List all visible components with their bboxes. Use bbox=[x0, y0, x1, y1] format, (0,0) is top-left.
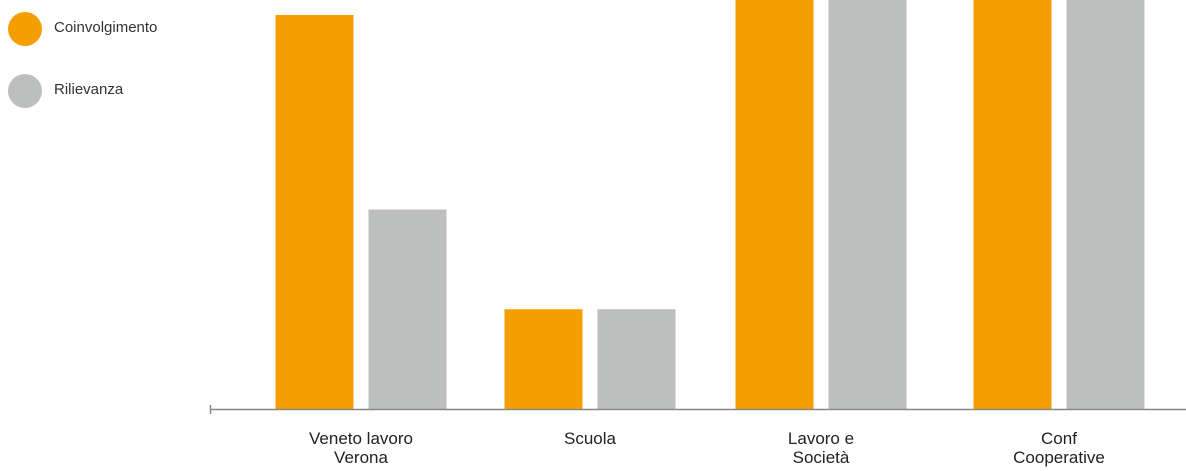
legend-swatch-coinvolgimento bbox=[8, 12, 42, 46]
category-labels-group: Veneto lavoro Verona Scuola Lavoro e Società… bbox=[309, 429, 1105, 467]
legend-label-rilievanza: Rilievanza bbox=[54, 81, 124, 98]
legend-label-coinvolgimento: Coinvolgimento bbox=[54, 19, 158, 36]
bar-coinvolgimento-conf-cooperative bbox=[973, 0, 1052, 409]
bar-coinvolgimento-lavoro-e-societ bbox=[735, 0, 814, 409]
category-label-conf-cooperative: Conf Cooperative bbox=[1013, 429, 1105, 467]
category-label-lavoro-e-societ: Lavoro e Società bbox=[788, 429, 854, 467]
bar-coinvolgimento-scuola bbox=[504, 309, 583, 409]
bar-rilievanza-scuola bbox=[597, 309, 676, 409]
category-label-veneto-lavoro-verona: Veneto lavoro Verona bbox=[309, 429, 413, 467]
category-label-line: Scuola bbox=[564, 429, 617, 448]
bar-rilievanza-conf-cooperative bbox=[1066, 0, 1145, 409]
category-label-line: Conf bbox=[1041, 429, 1077, 448]
legend-swatch-rilievanza bbox=[8, 74, 42, 108]
bar-rilievanza-veneto-lavoro-verona bbox=[368, 209, 447, 409]
category-label-line: Verona bbox=[334, 448, 388, 467]
bars-group bbox=[275, 0, 1145, 410]
category-label-line: Società bbox=[793, 448, 850, 467]
category-label-scuola: Scuola bbox=[564, 429, 617, 448]
category-label-line: Lavoro e bbox=[788, 429, 854, 448]
category-label-line: Veneto lavoro bbox=[309, 429, 413, 448]
bar-rilievanza-lavoro-e-societ bbox=[828, 0, 907, 409]
bar-coinvolgimento-veneto-lavoro-verona bbox=[275, 14, 354, 410]
category-label-line: Cooperative bbox=[1013, 448, 1105, 467]
